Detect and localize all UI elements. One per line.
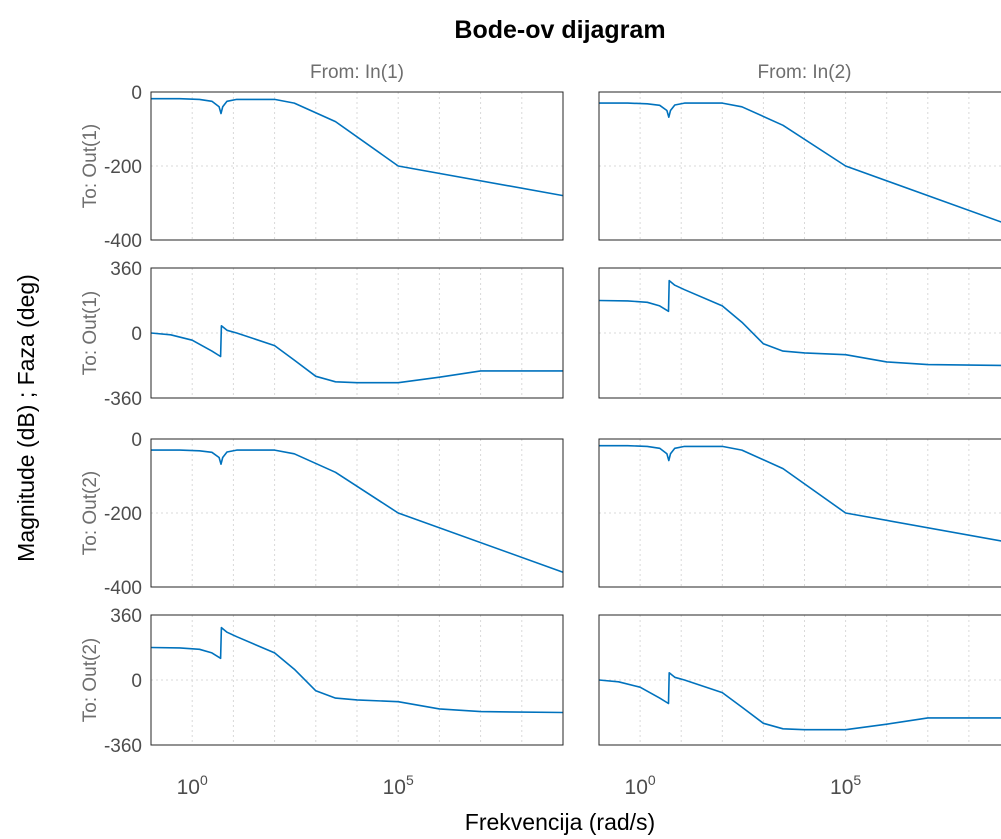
row-label-2: To: Out(1) [80, 291, 101, 375]
chart-title: Bode-ov dijagram [454, 16, 665, 44]
y-tick-label: 0 [131, 430, 142, 451]
panel-r1-c2 [598, 91, 1001, 241]
y-tick-label: 0 [131, 324, 142, 345]
row-label-3: To: Out(2) [80, 471, 101, 555]
y-axis-label: Magnitude (dB) ; Faza (deg) [13, 274, 39, 562]
x-tick-label: 105 [830, 772, 861, 799]
bode-trace-r2-c1 [150, 324, 563, 384]
y-tick-label: -200 [104, 504, 142, 525]
panel-r2-c2 [598, 267, 1001, 399]
bode-trace-r4-c1 [150, 626, 564, 714]
y-tick-label: -360 [104, 736, 142, 757]
panel-border [150, 614, 564, 746]
y-tick-label: -360 [104, 389, 142, 410]
x-axis-label: Frekvencija (rad/s) [465, 809, 655, 835]
y-tick-label: -400 [104, 231, 142, 252]
panel-r2-c1 [150, 267, 564, 399]
bode-trace-r2-c2 [598, 279, 1001, 367]
y-tick-label: 360 [110, 259, 142, 280]
bode-trace-r3-c2 [599, 444, 1001, 542]
x-tick-label: 100 [625, 772, 656, 799]
y-tick-label: -400 [104, 578, 142, 599]
y-tick-label: 0 [131, 671, 142, 692]
y-tick-label: 0 [131, 83, 142, 104]
panel-border [150, 438, 564, 588]
panel-border [598, 438, 1001, 588]
y-tick-label: -200 [104, 157, 142, 178]
panel-border [598, 91, 1001, 241]
y-tick-label: 360 [110, 606, 142, 627]
bode-trace-r1-c1 [151, 97, 564, 197]
panel-border [150, 267, 564, 399]
panel-r3-c2 [598, 438, 1001, 588]
x-tick-label: 100 [177, 772, 208, 799]
column-title-2: From: In(2) [758, 62, 852, 83]
panel-r4-c1 [150, 614, 564, 746]
bode-trace-r3-c1 [151, 449, 564, 573]
column-title-1: From: In(1) [310, 62, 404, 83]
bode-trace-r1-c2 [599, 102, 1001, 223]
panel-r1-c1 [150, 91, 564, 241]
panel-r3-c1 [150, 438, 564, 588]
panel-border [150, 91, 564, 241]
bode-trace-r4-c2 [598, 671, 1001, 731]
panel-r4-c2 [598, 614, 1001, 746]
row-label-1: To: Out(1) [80, 124, 101, 208]
x-tick-label: 105 [383, 772, 414, 799]
subplot-grid: From: In(1) From: In(2) To: Out(1) 0 -200 -40… [80, 62, 1001, 799]
panel-border [598, 267, 1001, 399]
panel-border [598, 614, 1001, 746]
row-label-4: To: Out(2) [80, 638, 101, 722]
